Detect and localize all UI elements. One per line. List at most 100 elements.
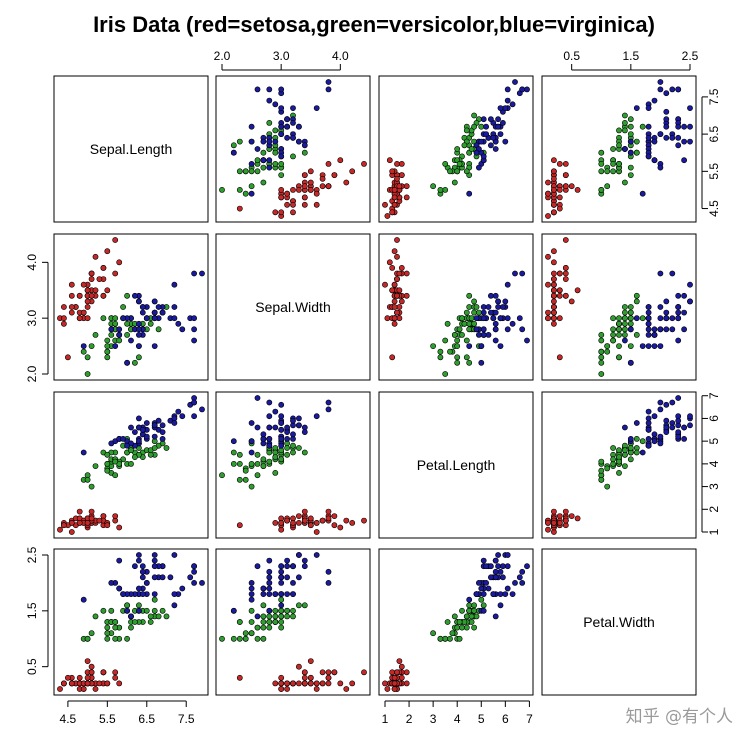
data-point-series-1 <box>463 624 470 631</box>
data-point-series-0 <box>272 680 279 687</box>
data-point-series-2 <box>669 86 676 93</box>
data-point-series-0 <box>104 522 111 529</box>
data-point-series-1 <box>633 292 640 299</box>
data-point-series-0 <box>384 315 391 322</box>
data-point-series-1 <box>454 146 461 152</box>
data-point-series-1 <box>219 186 225 193</box>
data-point-series-0 <box>343 517 350 524</box>
data-point-series-2 <box>278 574 285 581</box>
tick-label: 2.5 <box>682 49 699 63</box>
data-point-series-2 <box>301 563 308 570</box>
data-point-series-2 <box>135 298 142 305</box>
data-point-series-2 <box>480 591 487 597</box>
data-point-series-0 <box>307 186 314 193</box>
data-point-series-2 <box>151 557 158 564</box>
data-point-series-2 <box>108 440 115 447</box>
data-point-series-1 <box>598 149 605 156</box>
data-point-series-1 <box>112 458 119 465</box>
data-point-series-1 <box>124 635 130 642</box>
data-point-series-1 <box>104 460 111 467</box>
data-point-series-1 <box>466 326 473 333</box>
data-point-series-2 <box>325 86 332 93</box>
data-point-series-1 <box>260 164 267 171</box>
data-point-series-2 <box>675 315 682 322</box>
data-point-series-0 <box>562 292 569 299</box>
data-point-series-1 <box>143 607 150 614</box>
data-point-series-2 <box>124 607 130 614</box>
data-point-series-0 <box>398 674 405 681</box>
data-point-series-2 <box>627 435 634 442</box>
panel-frame <box>215 75 371 223</box>
data-point-series-1 <box>248 619 255 625</box>
data-point-series-2 <box>473 315 480 322</box>
data-point-series-2 <box>266 591 273 597</box>
panel-petal-length-vs-petal-length: Petal.Length <box>378 391 534 539</box>
data-point-series-2 <box>509 101 516 108</box>
data-point-series-2 <box>524 563 530 570</box>
data-point-series-1 <box>622 326 628 333</box>
data-point-series-1 <box>248 460 255 467</box>
data-point-series-0 <box>361 160 367 167</box>
data-point-series-2 <box>131 292 138 299</box>
data-point-series-1 <box>598 458 605 465</box>
right-axis-sepal-length: 4.5 5.5 6.5 7.5 <box>701 88 721 217</box>
data-point-series-2 <box>151 574 158 581</box>
data-point-series-0 <box>301 201 308 208</box>
data-point-series-2 <box>295 123 302 130</box>
data-point-series-1 <box>444 320 451 327</box>
data-point-series-1 <box>610 337 616 344</box>
data-point-series-2 <box>290 134 296 141</box>
data-point-series-1 <box>604 343 611 349</box>
data-point-series-0 <box>284 201 290 208</box>
data-point-series-0 <box>104 248 111 255</box>
data-point-series-2 <box>278 86 285 93</box>
data-point-series-2 <box>151 422 158 429</box>
data-point-series-1 <box>616 320 622 327</box>
data-point-series-0 <box>76 292 83 299</box>
data-point-series-2 <box>475 164 482 171</box>
data-point-series-1 <box>236 168 243 175</box>
data-point-series-0 <box>551 201 557 208</box>
data-point-series-0 <box>100 264 107 271</box>
data-point-series-2 <box>155 304 162 310</box>
data-point-series-1 <box>219 472 225 479</box>
data-point-series-0 <box>551 157 557 164</box>
data-point-series-2 <box>266 157 273 164</box>
data-point-series-0 <box>556 292 563 299</box>
data-point-series-1 <box>466 607 473 614</box>
data-point-series-1 <box>622 315 628 322</box>
panel-frame <box>378 548 534 696</box>
tick-label: 0.5 <box>25 658 39 675</box>
data-point-series-2 <box>669 326 676 333</box>
data-point-series-1 <box>478 596 485 603</box>
data-point-series-1 <box>124 292 130 299</box>
data-point-series-1 <box>471 624 477 631</box>
data-point-series-0 <box>337 524 344 531</box>
data-point-series-2 <box>497 131 504 137</box>
data-point-series-2 <box>266 435 273 442</box>
data-point-series-0 <box>236 674 243 681</box>
data-point-series-1 <box>88 343 95 349</box>
data-point-series-1 <box>437 186 444 193</box>
data-point-series-2 <box>519 580 526 586</box>
data-point-series-1 <box>254 472 261 479</box>
data-point-series-2 <box>675 395 682 401</box>
data-point-series-2 <box>645 326 652 333</box>
data-point-series-1 <box>627 131 634 137</box>
data-point-series-2 <box>622 424 628 431</box>
panel-frame <box>53 548 209 696</box>
data-point-series-1 <box>622 463 628 469</box>
data-point-series-2 <box>171 420 178 426</box>
data-point-series-0 <box>295 520 302 526</box>
data-point-series-2 <box>171 315 178 322</box>
data-point-series-1 <box>604 483 611 490</box>
data-point-series-1 <box>242 630 249 637</box>
data-point-series-1 <box>301 449 308 456</box>
tick-label: 6 <box>707 415 721 422</box>
data-point-series-2 <box>151 563 158 570</box>
data-point-series-0 <box>278 674 285 681</box>
data-point-series-0 <box>394 160 400 167</box>
data-point-series-1 <box>463 354 470 361</box>
data-point-series-2 <box>139 426 146 433</box>
data-point-series-0 <box>394 309 400 316</box>
